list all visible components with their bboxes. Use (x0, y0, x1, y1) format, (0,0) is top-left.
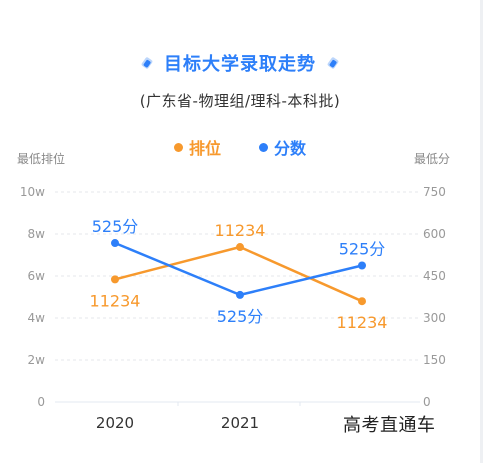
right-tick-label: 600 (423, 227, 446, 241)
left-tick-label: 4w (28, 311, 46, 325)
right-tick-label: 300 (423, 311, 446, 325)
legend-item-score[interactable]: 分数 (259, 135, 306, 159)
x-category-label: 2021 (221, 414, 259, 432)
left-tick-label: 8w (28, 227, 46, 241)
score-data-label: 525分 (217, 307, 264, 326)
rank-data-label: 11234 (337, 313, 388, 332)
sparkle-left-icon (141, 57, 153, 69)
rank-data-label: 11234 (90, 291, 141, 310)
score-data-label: 525分 (92, 217, 139, 236)
rank-data-label: 11234 (215, 221, 266, 240)
left-tick-label: 6w (28, 269, 46, 283)
sparkle-right-icon (327, 57, 339, 69)
rank-data-point[interactable] (358, 297, 366, 306)
legend-label-rank: 排位 (188, 139, 221, 158)
right-tick-label: 0 (423, 395, 431, 409)
right-tick-label: 750 (423, 185, 446, 199)
chart-title: 目标大学录取走势 (164, 54, 316, 75)
watermark: 高考直通车 (343, 415, 436, 436)
score-data-point[interactable] (236, 290, 244, 299)
left-tick-label: 0 (37, 395, 45, 409)
chart-legend: 排位 分数 (0, 135, 480, 159)
legend-label-score: 分数 (274, 139, 307, 158)
right-tick-label: 150 (423, 353, 446, 367)
score-data-point[interactable] (111, 239, 119, 248)
left-axis-title: 最低排位 (17, 152, 66, 166)
score-data-point[interactable] (358, 261, 366, 270)
right-border (480, 0, 483, 463)
chart-title-row: 目标大学录取走势 (0, 50, 480, 76)
left-tick-label: 2w (28, 353, 46, 367)
right-axis-title: 最低分 (414, 152, 451, 166)
legend-dot-score (259, 142, 268, 152)
score-data-label: 525分 (339, 240, 386, 259)
legend-dot-rank (173, 142, 183, 152)
x-category-label: 2020 (96, 414, 134, 432)
legend-item-rank[interactable]: 排位 (173, 135, 221, 159)
rank-data-point[interactable] (236, 243, 244, 252)
chart-subtitle: (广东省-物理组/理科-本科批) (139, 92, 341, 110)
left-tick-label: 10w (20, 185, 45, 199)
right-tick-label: 450 (423, 269, 446, 283)
rank-data-point[interactable] (111, 275, 119, 284)
